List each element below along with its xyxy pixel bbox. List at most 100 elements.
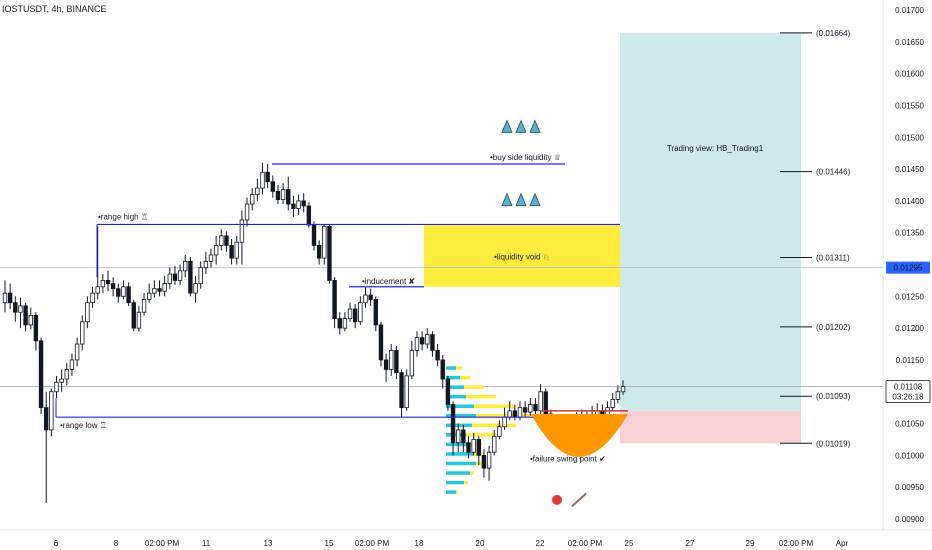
volume-bar-up [446,394,466,399]
price-tick-label: 0.01650 [895,38,924,47]
time-tick-label: 20 [476,539,485,548]
volume-bar-down [466,394,496,399]
candle-up [528,404,533,413]
price-tick-label: 0.01450 [895,165,924,174]
candle-down [533,404,538,412]
rocket-icon [529,119,541,133]
candle-down [430,334,435,351]
volume-bar-down [464,480,468,485]
volume-bar-up [446,385,464,389]
candle-down [399,372,404,409]
volume-bar-up [446,480,464,485]
candle-down [275,190,281,201]
volume-bar-down [476,414,530,418]
volume-bar-up [446,461,476,466]
candle-down [38,340,44,409]
current-price-tag [885,380,931,404]
candle-down [224,235,229,246]
candle-countdown-label: 03:26:18 [892,393,924,402]
candle-up [471,439,476,453]
candle-up [183,260,188,272]
candle-down [116,288,121,297]
price-tick-label: 0.01500 [895,133,924,142]
rocket-icon [515,119,527,133]
range-low-label: •range low ♖ [60,421,107,430]
candle-up [152,288,157,294]
time-tick-label: 22 [536,539,545,548]
volume-bar-down [460,375,470,380]
candle-down [440,359,445,380]
candle-down [172,273,178,281]
stop-zone [620,410,801,444]
candle-down [301,200,306,207]
level-label: (0.01664) [816,29,851,38]
candle-down [270,181,275,192]
candle-down [33,314,39,342]
candle-down [306,205,312,226]
level-label: (0.01446) [816,168,851,177]
candle-down [435,349,440,361]
price-tick-label: 0.01400 [895,197,924,206]
time-tick-label: 02:00 PM [568,539,603,548]
candle-up [2,292,8,304]
time-tick-label: 02:00 PM [145,539,180,548]
candle-up [342,318,348,329]
rocket-icon [515,192,527,207]
candle-up [219,235,224,246]
candle-down [383,359,389,370]
candle-up [54,381,59,393]
volume-bar-up [446,423,472,428]
candle-up [234,241,239,259]
volume-bar-up [446,471,470,475]
candle-down [188,260,193,294]
candle-up [260,171,265,189]
candle-down [512,410,518,418]
time-tick-label: 02:00 PM [779,539,814,548]
candle-down [461,429,466,444]
candle-up [49,391,54,431]
trading-view-watermark: Trading view: HB_Trading1 [667,144,764,153]
candle-up [239,219,245,243]
candle-down [476,439,481,456]
current-price-tag-label: 0.01108 [894,383,923,392]
candle-up [507,410,512,418]
price-tick-label: 0.01200 [895,324,924,333]
level-label: (0.01202) [816,323,851,332]
candle-down [368,294,373,300]
price-tick-label: 0.01000 [895,451,924,460]
candle-up [610,398,615,409]
time-axis[interactable]: 6 8 02:00 PM 11 13 15 02:00 PM 18 20 22 02:00 PM 25… [54,539,849,548]
volume-bar-down [470,471,474,475]
volume-bar-up [446,366,456,370]
time-tick-label: 25 [625,539,634,548]
time-tick-label: 13 [264,539,273,548]
candle-up [249,194,255,205]
time-tick-label: 27 [686,539,695,548]
level-label: (0.01019) [816,439,851,448]
candle-up [146,292,152,300]
candle-up [497,426,502,437]
candle-up [517,407,523,418]
volume-profile [446,366,530,494]
volume-bar-down [456,490,458,494]
candle-down [378,324,384,361]
candle-up [121,286,126,297]
candle-up [90,292,95,304]
time-tick-label: 11 [202,539,211,548]
volume-bar-down [474,404,514,408]
failure-swing-label: •failure swing point ✔ [530,455,606,464]
time-tick-label: 15 [325,539,334,548]
candle-down [23,305,28,326]
candle-up [59,378,64,383]
candle-down [373,299,378,326]
price-tick-label: 0.01550 [895,101,924,110]
candle-up [244,203,250,221]
candle-up [167,273,172,284]
time-tick-label: 18 [415,539,424,548]
ping-pong-icon [552,494,562,505]
alt-price-tag-label: 0.01295 [894,264,923,273]
candle-up [358,302,363,323]
failure-swing-cup [531,414,628,457]
candle-up [404,375,409,409]
